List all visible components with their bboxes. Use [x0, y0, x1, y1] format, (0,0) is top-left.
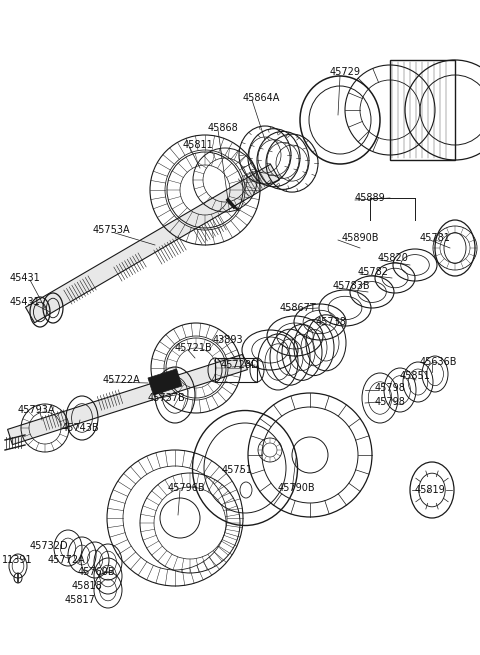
Text: 45890B: 45890B [342, 233, 380, 243]
Text: 45798: 45798 [375, 383, 406, 393]
Text: 45868: 45868 [208, 123, 239, 133]
Polygon shape [8, 354, 247, 445]
Text: 45743B: 45743B [62, 423, 100, 433]
Text: 45819: 45819 [415, 485, 446, 495]
Text: 45760B: 45760B [78, 567, 116, 577]
Text: 45772A: 45772A [48, 555, 86, 565]
Text: 45889: 45889 [355, 193, 386, 203]
Text: 45851: 45851 [400, 371, 431, 381]
Text: 45722A: 45722A [103, 375, 141, 385]
Text: 45817: 45817 [65, 595, 96, 605]
Text: 45729: 45729 [330, 67, 361, 77]
Text: 45737B: 45737B [148, 393, 186, 403]
Bar [215, 358, 257, 382]
Polygon shape [25, 164, 279, 323]
Text: 45793A: 45793A [18, 405, 56, 415]
Text: 45636B: 45636B [420, 357, 457, 367]
Text: 45431: 45431 [10, 273, 41, 283]
Text: 45811: 45811 [183, 140, 214, 150]
Bar [390, 60, 455, 160]
Text: 45753A: 45753A [93, 225, 131, 235]
Text: 45818: 45818 [72, 581, 103, 591]
Text: 11391: 11391 [2, 555, 33, 565]
Text: 43893: 43893 [213, 335, 244, 345]
Text: 45781: 45781 [420, 233, 451, 243]
Polygon shape [148, 369, 182, 395]
Text: 45738: 45738 [316, 317, 347, 327]
Text: 45751: 45751 [222, 465, 253, 475]
Text: 45783B: 45783B [333, 281, 371, 291]
Text: 45728D: 45728D [221, 360, 260, 370]
Text: 45864A: 45864A [243, 93, 280, 103]
Text: 45867T: 45867T [280, 303, 317, 313]
Text: 45820: 45820 [378, 253, 409, 263]
Text: 45431: 45431 [10, 297, 41, 307]
Text: 45798: 45798 [375, 397, 406, 407]
Text: 45796B: 45796B [168, 483, 205, 493]
Text: 45732D: 45732D [30, 541, 69, 551]
Text: 45790B: 45790B [278, 483, 316, 493]
Text: 45721B: 45721B [175, 343, 213, 353]
Text: 45782: 45782 [358, 267, 389, 277]
